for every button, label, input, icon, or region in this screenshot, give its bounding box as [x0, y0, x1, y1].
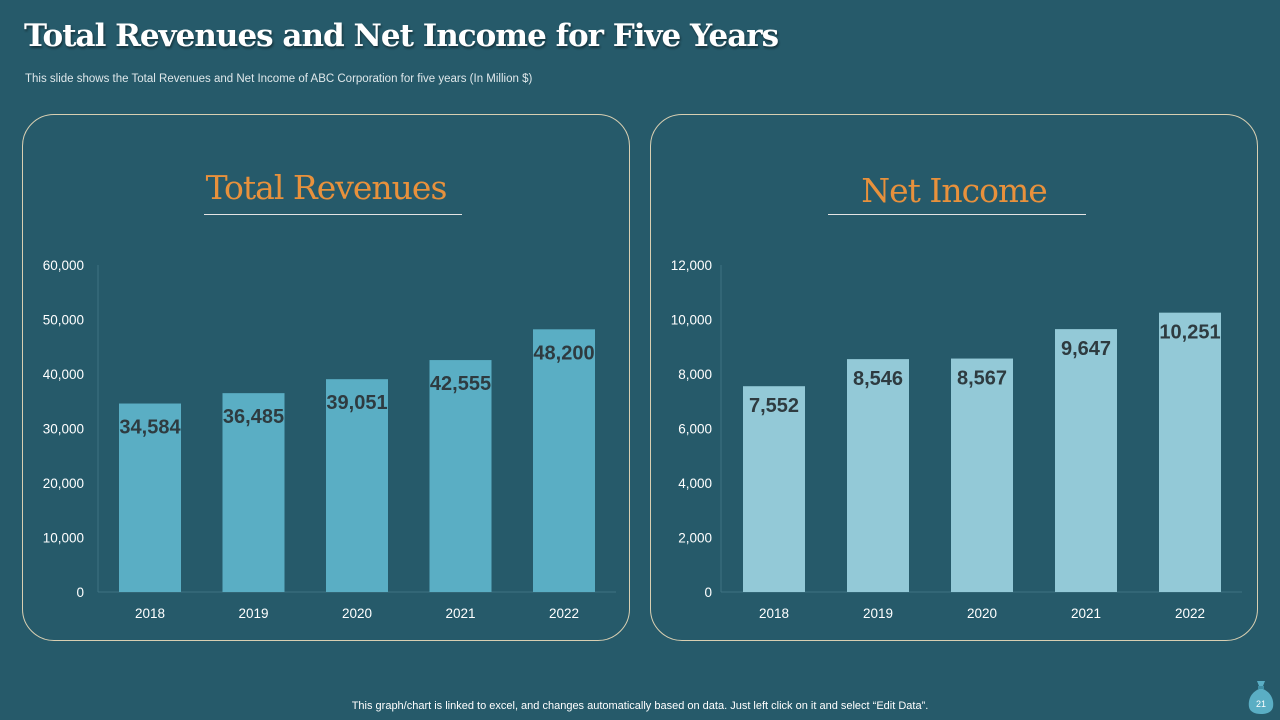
income-bar-2020[interactable]: [951, 358, 1013, 592]
income-value-label: 7,552: [749, 395, 799, 417]
slide-subtitle: This slide shows the Total Revenues and …: [25, 73, 533, 85]
page-number: 21: [1255, 699, 1266, 709]
income-x-tick-label: 2019: [863, 606, 893, 621]
revenue-bar-2018[interactable]: [119, 403, 181, 592]
income-value-label: 9,647: [1061, 338, 1111, 360]
revenue-value-label: 36,485: [223, 406, 284, 428]
revenue-y-tick-label: 60,000: [43, 258, 84, 273]
income-x-tick-label: 2018: [759, 606, 789, 621]
income-bar-2019[interactable]: [847, 359, 909, 592]
revenue-value-label: 48,200: [533, 342, 594, 364]
revenue-x-tick-label: 2018: [135, 606, 165, 621]
income-chart-title: Net Income: [861, 171, 1048, 210]
income-x-tick-label: 2021: [1071, 606, 1101, 621]
revenue-y-tick-label: 40,000: [43, 367, 84, 382]
revenue-y-tick-label: 20,000: [43, 476, 84, 491]
income-title-underline: [828, 214, 1086, 215]
revenue-x-tick-label: 2021: [445, 606, 475, 621]
revenue-x-tick-label: 2022: [549, 606, 579, 621]
revenue-title-underline: [204, 214, 462, 215]
income-y-tick-label: 4,000: [678, 476, 712, 491]
revenue-x-tick-label: 2020: [342, 606, 372, 621]
revenue-x-tick-label: 2019: [238, 606, 268, 621]
income-value-label: 8,546: [853, 368, 903, 390]
income-bar-2018[interactable]: [743, 386, 805, 592]
revenue-chart-title: Total Revenues: [205, 168, 448, 207]
slide-title: Total Revenues and Net Income for Five Y…: [24, 18, 779, 54]
revenue-value-label: 34,584: [119, 417, 181, 439]
revenue-y-tick-label: 0: [76, 585, 84, 600]
revenue-bar-2020[interactable]: [326, 379, 388, 592]
revenue-bar-2022[interactable]: [533, 329, 595, 592]
revenue-bar-2021[interactable]: [429, 360, 492, 592]
money-bag-icon: [1248, 681, 1274, 714]
income-value-label: 10,251: [1159, 322, 1220, 344]
footer-note: This graph/chart is linked to excel, and…: [351, 700, 929, 712]
revenue-value-label: 42,555: [430, 373, 491, 395]
revenue-bar-chart[interactable]: 0 10,000 20,000 30,000 40,000 50,000 60,000 34,…: [23, 115, 629, 640]
income-y-tick-label: 8,000: [678, 367, 712, 382]
revenue-y-tick-label: 50,000: [43, 313, 84, 328]
income-x-tick-label: 2022: [1175, 606, 1205, 621]
income-bar-chart[interactable]: 0 2,000 4,000 6,000 8,000 10,000 12,000 7,552 20…: [651, 115, 1257, 640]
revenue-y-tick-label: 30,000: [43, 422, 84, 437]
income-bar-2021[interactable]: [1055, 329, 1117, 592]
income-x-tick-label: 2020: [967, 606, 997, 621]
income-y-tick-label: 6,000: [678, 422, 712, 437]
revenue-value-label: 39,051: [326, 392, 387, 414]
revenue-y-tick-label: 10,000: [43, 531, 84, 546]
income-chart-panel: Net Income 0 2,000 4,000 6,000 8,000 10,000 12…: [650, 114, 1258, 641]
income-y-tick-label: 12,000: [671, 258, 712, 273]
income-y-tick-label: 10,000: [671, 313, 712, 328]
income-y-tick-label: 2,000: [678, 531, 712, 546]
income-value-label: 8,567: [957, 368, 1007, 390]
income-y-tick-label: 0: [704, 585, 712, 600]
revenue-chart-panel: Total Revenues 0 10,000 20,000 30,000 40,000…: [22, 114, 630, 641]
income-bar-2022[interactable]: [1159, 312, 1221, 592]
revenue-bar-2019[interactable]: [222, 393, 285, 592]
